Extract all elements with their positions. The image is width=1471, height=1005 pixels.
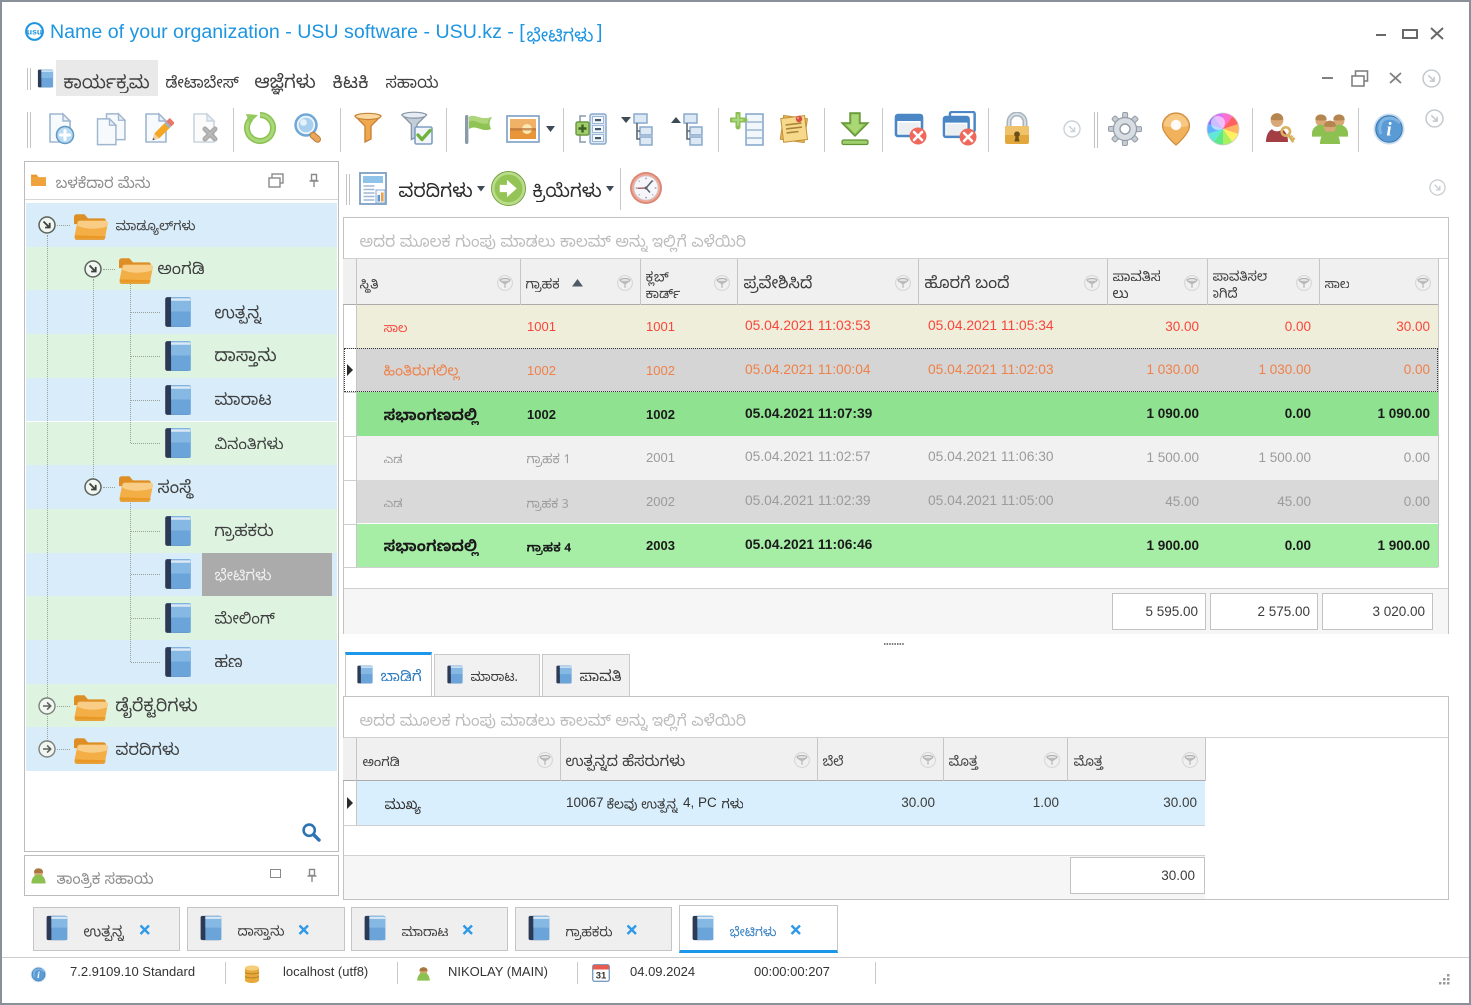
svg-text:i: i <box>1386 120 1392 141</box>
svg-text:31: 31 <box>596 971 607 982</box>
svg-text:usu: usu <box>27 27 42 37</box>
svg-text:i: i <box>37 971 40 981</box>
